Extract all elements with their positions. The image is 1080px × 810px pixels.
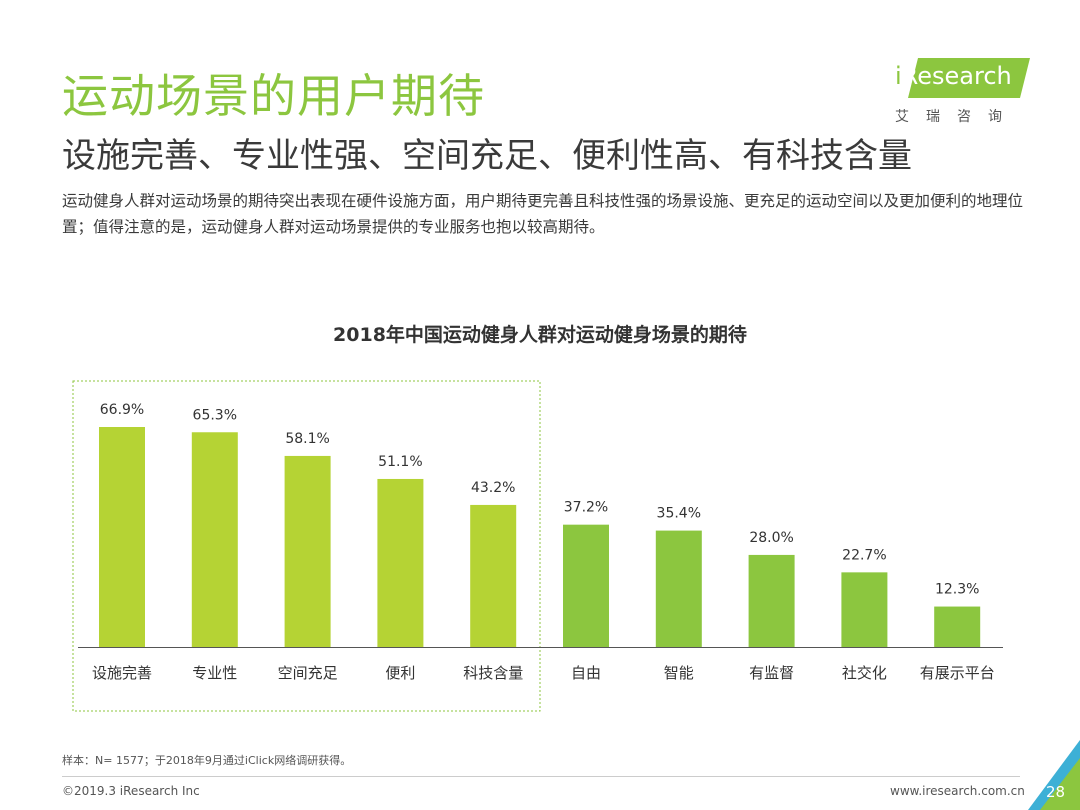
page-title: 运动场景的用户期待 (62, 69, 485, 123)
iresearch-logo: iResearch 艾瑞咨询 (893, 58, 1033, 128)
bar (655, 530, 702, 647)
data-label: 58.1% (285, 431, 329, 447)
bar (284, 455, 331, 647)
category-label: 设施完善 (92, 664, 152, 682)
page-description: 运动健身人群对运动场景的期待突出表现在硬件设施方面，用户期待更完善且科技性强的场… (62, 192, 1024, 236)
bar (191, 432, 238, 647)
bar (470, 504, 517, 647)
data-label: 66.9% (100, 402, 144, 418)
data-label: 37.2% (564, 500, 608, 516)
category-label: 空间充足 (278, 664, 338, 682)
bar (99, 427, 145, 647)
logo-chinese-name: 艾瑞咨询 (895, 109, 1019, 125)
category-label: 便利 (385, 664, 415, 682)
category-label: 有监督 (749, 664, 794, 682)
logo-wordmark: iResearch (895, 62, 1012, 90)
category-label: 智能 (664, 664, 694, 682)
category-label: 专业性 (192, 664, 237, 682)
bar (377, 478, 424, 647)
highlight-box (72, 380, 541, 712)
category-label: 社交化 (842, 664, 887, 682)
category-label: 科技含量 (463, 664, 523, 682)
page-number: 28 (1046, 783, 1066, 801)
corner-decoration (1028, 740, 1080, 810)
bar (748, 554, 795, 647)
data-label: 51.1% (378, 454, 422, 470)
copyright-text: ©2019.3 iResearch Inc (62, 784, 200, 798)
data-label: 22.7% (842, 547, 886, 563)
category-label: 有展示平台 (920, 664, 995, 682)
data-label: 65.3% (193, 407, 237, 423)
category-label: 自由 (571, 664, 601, 682)
bar (563, 524, 609, 647)
data-label: 43.2% (471, 480, 515, 496)
data-label: 35.4% (657, 506, 701, 522)
bar (841, 572, 888, 647)
bar (934, 606, 981, 647)
page-subtitle: 设施完善、专业性强、空间充足、便利性高、有科技含量 (62, 136, 912, 176)
website-link[interactable]: www.iresearch.com.cn (890, 784, 1025, 798)
footer-divider (62, 776, 1020, 777)
chart-title: 2018年中国运动健身人群对运动健身场景的期待 (333, 324, 747, 346)
data-label: 28.0% (749, 530, 793, 546)
data-label: 12.3% (935, 582, 979, 598)
sample-footnote: 样本：N= 1577；于2018年9月通过iClick网络调研获得。 (62, 754, 352, 767)
